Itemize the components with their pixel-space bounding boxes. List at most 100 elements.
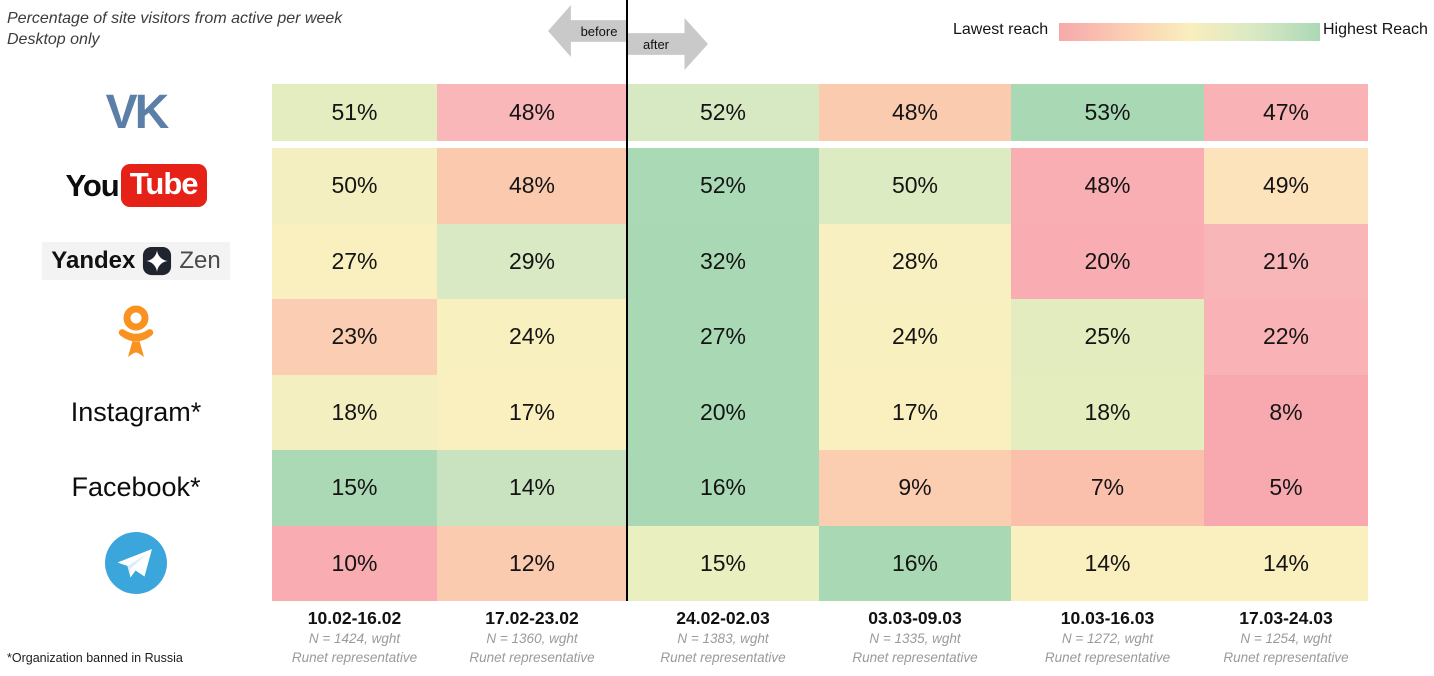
heatmap-cell: 9% [819,450,1011,526]
heatmap-cell: 27% [627,299,819,375]
column-dates: 17.03-24.03 [1239,608,1333,628]
row-label-youtube: You Tube [0,148,272,224]
youtube-logo-you: You [65,167,120,203]
column-header: 10.03-16.03 N = 1272, wght Runet represent… [1011,601,1204,667]
yandex-zen-logo: Yandex Zen [42,242,230,281]
column-sample-size: N = 1254, wght [1240,631,1332,646]
heatmap-cell: 50% [272,148,437,224]
before-label: before [580,23,618,39]
heatmap-cell: 48% [437,148,627,224]
before-arrow-icon: before [548,5,627,57]
heatmap-cell: 51% [272,84,437,141]
heatmap-cell: 14% [437,450,627,526]
column-header: 24.02-02.03 N = 1383, wght Runet represent… [627,601,819,667]
row-label-yandex-zen: Yandex Zen [0,224,272,300]
column-header: 17.03-24.03 N = 1254, wght Runet represent… [1204,601,1368,667]
column-dates: 17.02-23.02 [485,608,579,628]
after-label: after [642,36,669,52]
column-sample-size: N = 1335, wght [869,631,961,646]
before-after-divider-line [626,0,628,601]
heatmap-cell: 48% [1011,148,1204,224]
heatmap-cell: 12% [437,525,627,601]
row-label-ok [0,299,272,375]
heatmap-cell: 52% [627,84,819,141]
heatmap-cell: 50% [819,148,1011,224]
zen-wordmark: Zen [179,247,221,275]
heatmap-cell: 52% [627,148,819,224]
column-sample-size: N = 1272, wght [1061,631,1154,646]
table-row: VK 51% 48% 52% 48% 53% 47% [0,84,1368,141]
heatmap-cell: 48% [819,84,1011,141]
row-label-facebook: Facebook* [0,450,272,526]
table-row: You Tube 50% 48% 52% 50% 48% 49% [0,148,1368,224]
heatmap-cell: 24% [819,299,1011,375]
heatmap-cell: 49% [1204,148,1368,224]
heatmap-cell: 14% [1204,525,1368,601]
heatmap-cell: 22% [1204,299,1368,375]
column-representativeness: Runet representative [1044,650,1171,665]
heatmap-cell: 10% [272,525,437,601]
column-sample-size: N = 1383, wght [677,631,769,646]
heatmap-cell: 18% [272,374,437,450]
table-row: Instagram* 18% 17% 20% 17% 18% 8% [0,374,1368,451]
table-row: 23% 24% 27% 24% 25% 22% [0,299,1368,375]
telegram-logo [105,532,167,595]
heatmap-cell: 29% [437,223,627,299]
heatmap-cell: 23% [272,299,437,375]
column-headers: 10.02-16.02 N = 1424, wght Runet represent… [272,601,1368,667]
youtube-logo: You Tube [65,164,207,208]
column-representativeness: Runet representative [1223,650,1349,665]
column-header: 10.02-16.02 N = 1424, wght Runet represent… [272,601,437,667]
column-representativeness: Runet representative [660,650,786,665]
vk-logo: VK [105,86,170,139]
column-dates: 03.03-09.03 [868,608,962,628]
column-dates: 10.03-16.03 [1060,608,1155,628]
zen-star-icon [143,247,172,276]
column-header: 03.03-09.03 N = 1335, wght Runet represent… [819,601,1011,667]
column-representativeness: Runet representative [291,650,418,665]
heatmap-cell: 20% [627,374,819,450]
column-dates: 24.02-02.03 [676,608,770,628]
title-line-2: Desktop only [7,31,100,48]
column-header: 17.02-23.02 N = 1360, wght Runet represent… [437,601,627,667]
heatmap-cell: 16% [819,525,1011,601]
facebook-label: Facebook* [71,472,201,503]
heatmap-cell: 15% [627,525,819,601]
table-row: Yandex Zen 27% 29% 32% 28% 20% 21% [0,223,1368,300]
table-row: 10% 12% 15% 16% 14% 14% [0,525,1368,602]
heatmap-cell: 27% [272,223,437,299]
heatmap-cell: 7% [1011,450,1204,526]
heatmap-cell: 18% [1011,374,1204,450]
heatmap-cell: 17% [819,374,1011,450]
yandex-wordmark: Yandex [51,247,136,275]
row-label-vk: VK [0,84,272,141]
column-sample-size: N = 1424, wght [308,631,401,646]
heatmap-cell: 48% [437,84,627,141]
table-row: Facebook* 15% 14% 16% 9% 7% 5% [0,450,1368,526]
instagram-label: Instagram* [70,396,202,427]
ok-logo [118,305,154,357]
legend-low-label: Lawest reach [953,21,1049,38]
legend-high-label: Highest Reach [1323,21,1428,38]
heatmap-cell: 24% [437,299,627,375]
heatmap-table: VK 51% 48% 52% 48% 53% 47% You Tube 50% 48% 52% 50% 4… [0,84,1368,601]
footnote: *Organization banned in Russia [7,651,183,665]
after-arrow-icon: after [627,18,708,70]
title-line-1: Percentage of site visitors from active … [7,10,343,27]
heatmap-cell: 21% [1204,223,1368,299]
heatmap-cell: 8% [1204,374,1368,450]
column-dates: 10.02-16.02 [307,608,402,628]
row-label-instagram: Instagram* [0,375,272,451]
column-sample-size: N = 1360, wght [486,631,578,646]
heatmap-cell: 14% [1011,525,1204,601]
youtube-logo-tube-badge: Tube [120,164,207,208]
heatmap-cell: 32% [627,223,819,299]
heatmap-cell: 25% [1011,299,1204,375]
page-title: Percentage of site visitors from active … [7,8,342,50]
heatmap-cell: 20% [1011,223,1204,299]
heatmap-cell: 47% [1204,84,1368,141]
row-label-telegram [0,526,272,602]
heatmap-cell: 5% [1204,450,1368,526]
heatmap-cell: 17% [437,374,627,450]
